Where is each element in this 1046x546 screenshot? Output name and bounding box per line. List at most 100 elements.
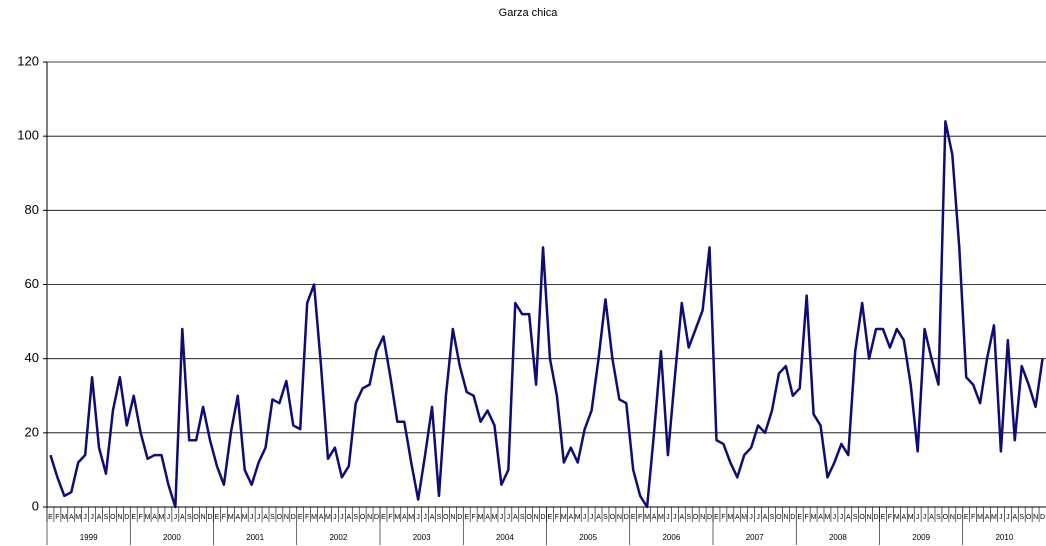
x-tick-label: A [69, 514, 74, 521]
y-tick-label: 20 [25, 424, 39, 439]
x-tick-label: A [402, 514, 407, 521]
x-tick-label: F [971, 514, 975, 521]
x-tick-label: D [624, 514, 629, 521]
x-tick-label: J [257, 514, 261, 521]
x-tick-label: N [117, 514, 122, 521]
x-tick-label: O [859, 514, 865, 521]
x-tick-label: D [291, 514, 296, 521]
x-tick-label: M [991, 514, 997, 521]
x-tick-label: M [75, 514, 81, 521]
x-tick-label: S [853, 514, 858, 521]
x-tick-label: J [833, 514, 837, 521]
x-tick-label: N [534, 514, 539, 521]
x-tick-label: A [513, 514, 518, 521]
x-tick-label: F [472, 514, 476, 521]
year-label: 2001 [246, 533, 264, 542]
x-tick-label: J [174, 514, 178, 521]
x-tick-label: N [617, 514, 622, 521]
x-tick-label: E [881, 514, 886, 521]
y-tick-label: 40 [25, 350, 39, 365]
x-tick-label: N [867, 514, 872, 521]
year-label: 2007 [746, 533, 764, 542]
year-label: 2005 [579, 533, 597, 542]
x-tick-label: J [167, 514, 171, 521]
x-tick-label: F [555, 514, 559, 521]
x-tick-label: J [840, 514, 844, 521]
x-tick-label: E [631, 514, 636, 521]
x-tick-label: D [790, 514, 795, 521]
x-tick-label: A [1012, 514, 1017, 521]
x-tick-label: M [561, 514, 567, 521]
x-tick-label: O [776, 514, 782, 521]
x-tick-label: E [548, 514, 553, 521]
x-tick-label: F [139, 514, 143, 521]
x-tick-label: A [929, 514, 934, 521]
x-tick-label: S [104, 514, 109, 521]
x-tick-label: M [825, 514, 831, 521]
x-tick-label: N [284, 514, 289, 521]
x-tick-label: O [193, 514, 199, 521]
y-tick-label: 0 [32, 498, 39, 513]
x-tick-label: O [610, 514, 616, 521]
x-tick-label: E [131, 514, 136, 521]
year-label: 2000 [163, 533, 181, 542]
x-tick-label: M [61, 514, 67, 521]
y-tick-label: 60 [25, 276, 39, 291]
x-tick-label: O [526, 514, 532, 521]
x-tick-label: A [97, 514, 102, 521]
x-tick-label: A [152, 514, 157, 521]
year-label: 2008 [829, 533, 847, 542]
x-tick-label: A [763, 514, 768, 521]
x-tick-label: J [666, 514, 670, 521]
x-tick-label: M [644, 514, 650, 521]
x-tick-label: A [180, 514, 185, 521]
x-tick-label: J [507, 514, 511, 521]
x-tick-label: A [596, 514, 601, 521]
x-tick-label: F [222, 514, 226, 521]
x-tick-label: M [658, 514, 664, 521]
x-tick-label: J [756, 514, 760, 521]
x-tick-label: N [1033, 514, 1038, 521]
x-tick-label: F [638, 514, 642, 521]
y-tick-label: 100 [17, 128, 39, 143]
x-tick-label: S [270, 514, 275, 521]
x-tick-label: M [894, 514, 900, 521]
x-tick-label: S [936, 514, 941, 521]
x-tick-label: O [943, 514, 949, 521]
x-tick-label: D [707, 514, 712, 521]
x-tick-label: S [520, 514, 525, 521]
x-tick-label: A [679, 514, 684, 521]
x-tick-label: E [714, 514, 719, 521]
x-tick-label: D [374, 514, 379, 521]
x-tick-label: J [340, 514, 344, 521]
x-tick-label: N [367, 514, 372, 521]
x-tick-label: N [201, 514, 206, 521]
x-tick-label: O [277, 514, 283, 521]
data-line [49, 120, 1044, 509]
year-label: 2009 [912, 533, 930, 542]
year-label: 2003 [413, 533, 431, 542]
x-tick-label: M [908, 514, 914, 521]
x-tick-label: J [590, 514, 594, 521]
x-tick-label: N [950, 514, 955, 521]
x-tick-label: M [811, 514, 817, 521]
x-tick-label: M [478, 514, 484, 521]
x-tick-label: D [541, 514, 546, 521]
x-tick-label: N [450, 514, 455, 521]
x-tick-label: F [388, 514, 392, 521]
x-tick-label: A [263, 514, 268, 521]
x-tick-label: E [464, 514, 469, 521]
y-tick-label: 120 [17, 53, 39, 68]
x-tick-label: J [83, 514, 87, 521]
x-tick-label: F [805, 514, 809, 521]
x-tick-label: O [360, 514, 366, 521]
x-tick-label: M [408, 514, 414, 521]
x-tick-label: S [437, 514, 442, 521]
x-tick-label: J [916, 514, 920, 521]
x-tick-label: J [999, 514, 1003, 521]
x-tick-label: F [888, 514, 892, 521]
x-tick-label: S [187, 514, 192, 521]
x-tick-label: A [818, 514, 823, 521]
x-tick-label: J [583, 514, 587, 521]
